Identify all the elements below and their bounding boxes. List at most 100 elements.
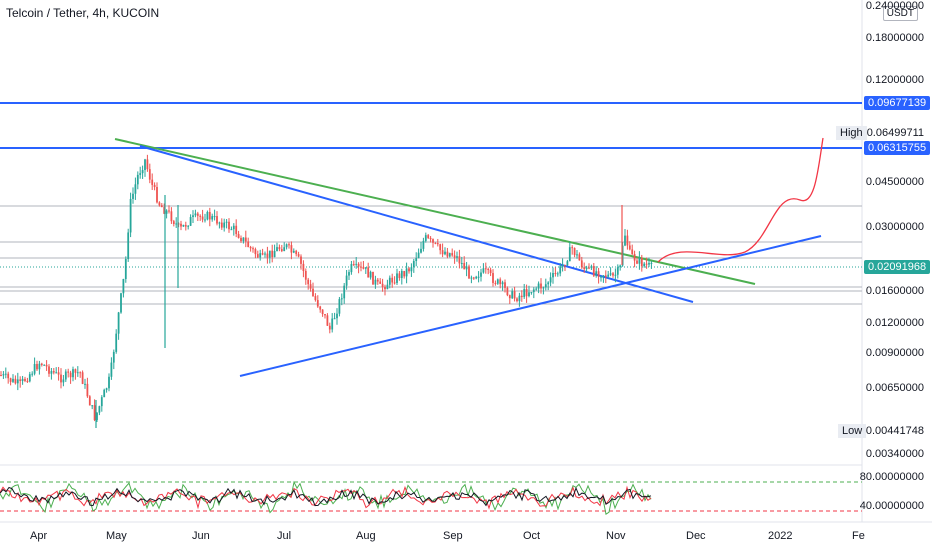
price-label: 0.04500000: [865, 176, 924, 188]
candle-body: [235, 225, 238, 234]
candle-body: [532, 289, 535, 293]
candle-body: [530, 292, 533, 294]
candle-body: [631, 249, 634, 255]
candle-body: [91, 405, 94, 407]
candle-body: [470, 277, 473, 279]
projection-path[interactable]: [657, 137, 824, 263]
candle-body: [136, 174, 139, 185]
candle-body: [244, 237, 247, 242]
candle-body: [170, 211, 173, 222]
candle-body: [100, 397, 103, 407]
candle-body: [141, 170, 144, 174]
candle-body: [645, 263, 648, 265]
candle-body: [640, 257, 643, 267]
rsi-label: 80.00000000: [859, 471, 924, 483]
candle-body: [24, 378, 26, 381]
candle-body: [278, 247, 281, 250]
candle-body: [72, 369, 74, 378]
price-label: 0.18000000: [865, 32, 924, 44]
candle-body: [64, 371, 67, 380]
candle-body: [424, 235, 427, 241]
candle-body: [604, 275, 607, 277]
candle-body: [199, 215, 202, 217]
candle-body: [576, 254, 578, 256]
candle-body: [633, 254, 636, 261]
candle-body: [511, 291, 514, 299]
candle-body: [192, 215, 194, 218]
candle-body: [21, 378, 24, 381]
candle-body: [501, 282, 504, 285]
candle-body: [153, 184, 156, 188]
upper-level-badge: 0.09677139: [864, 96, 931, 110]
rsi-fast-line: [0, 480, 652, 516]
candle-body: [57, 372, 60, 375]
candle-body: [410, 267, 413, 272]
candle-body: [309, 284, 312, 289]
blue-upper-trendline[interactable]: [139, 145, 694, 303]
candle-body: [362, 266, 365, 269]
candle-body: [638, 257, 641, 264]
candle-body: [117, 312, 120, 334]
candle-body: [340, 298, 343, 300]
candle-body: [261, 253, 264, 255]
candle-body: [597, 271, 600, 277]
candle-body: [420, 248, 422, 253]
candle-body: [453, 255, 456, 258]
candle-body: [415, 258, 418, 262]
candle-body: [468, 266, 470, 279]
candle-body: [540, 283, 542, 289]
candle-body: [561, 264, 564, 267]
green-trendline[interactable]: [114, 138, 756, 285]
candle-body: [146, 159, 149, 170]
candle-body: [148, 169, 151, 180]
candle-body: [230, 229, 233, 231]
candle-body: [165, 210, 168, 214]
candle-body: [499, 279, 502, 285]
candle-body: [523, 289, 526, 298]
time-label: Dec: [686, 530, 706, 542]
candle-body: [564, 264, 566, 266]
candle-body: [448, 253, 451, 257]
price-label: 0.00650000: [865, 382, 924, 394]
price-label-cropped: 0.24000000: [865, 0, 924, 12]
candle-body: [386, 284, 389, 290]
candle-body: [88, 396, 91, 406]
candle-body: [105, 388, 108, 390]
candle-body: [273, 251, 276, 258]
candle-body: [357, 263, 360, 267]
candle-body: [112, 351, 115, 363]
candle-body: [96, 412, 98, 421]
candle-body: [612, 273, 614, 276]
candle-body: [403, 270, 406, 277]
blue-lower-trendline[interactable]: [239, 235, 822, 377]
candle-body: [220, 222, 223, 228]
low-value: 0.00441748: [865, 425, 924, 437]
candle-body: [434, 242, 437, 244]
candle-body: [583, 267, 586, 270]
candle-body: [45, 364, 48, 367]
candle-body: [266, 253, 269, 258]
candle-body: [609, 273, 612, 275]
time-label: Jul: [277, 530, 292, 542]
candle-body: [108, 376, 110, 389]
candle-body: [81, 372, 84, 384]
candle-body: [513, 291, 516, 299]
candle-body: [537, 283, 540, 289]
candle-body: [429, 237, 432, 240]
candle-body: [408, 268, 410, 272]
candle-body: [480, 272, 482, 277]
time-label: Oct: [523, 530, 541, 542]
candle-body: [460, 263, 463, 265]
candle-body: [451, 253, 454, 256]
candle-body: [477, 276, 480, 278]
candle-body: [168, 210, 170, 212]
candle-body: [232, 225, 235, 230]
candle-body: [616, 267, 619, 275]
candle-body: [595, 271, 598, 276]
candle-body: [297, 254, 300, 257]
candle-body: [552, 272, 554, 278]
currency-badge[interactable]: USDT: [882, 6, 918, 21]
candle-body: [76, 372, 79, 374]
